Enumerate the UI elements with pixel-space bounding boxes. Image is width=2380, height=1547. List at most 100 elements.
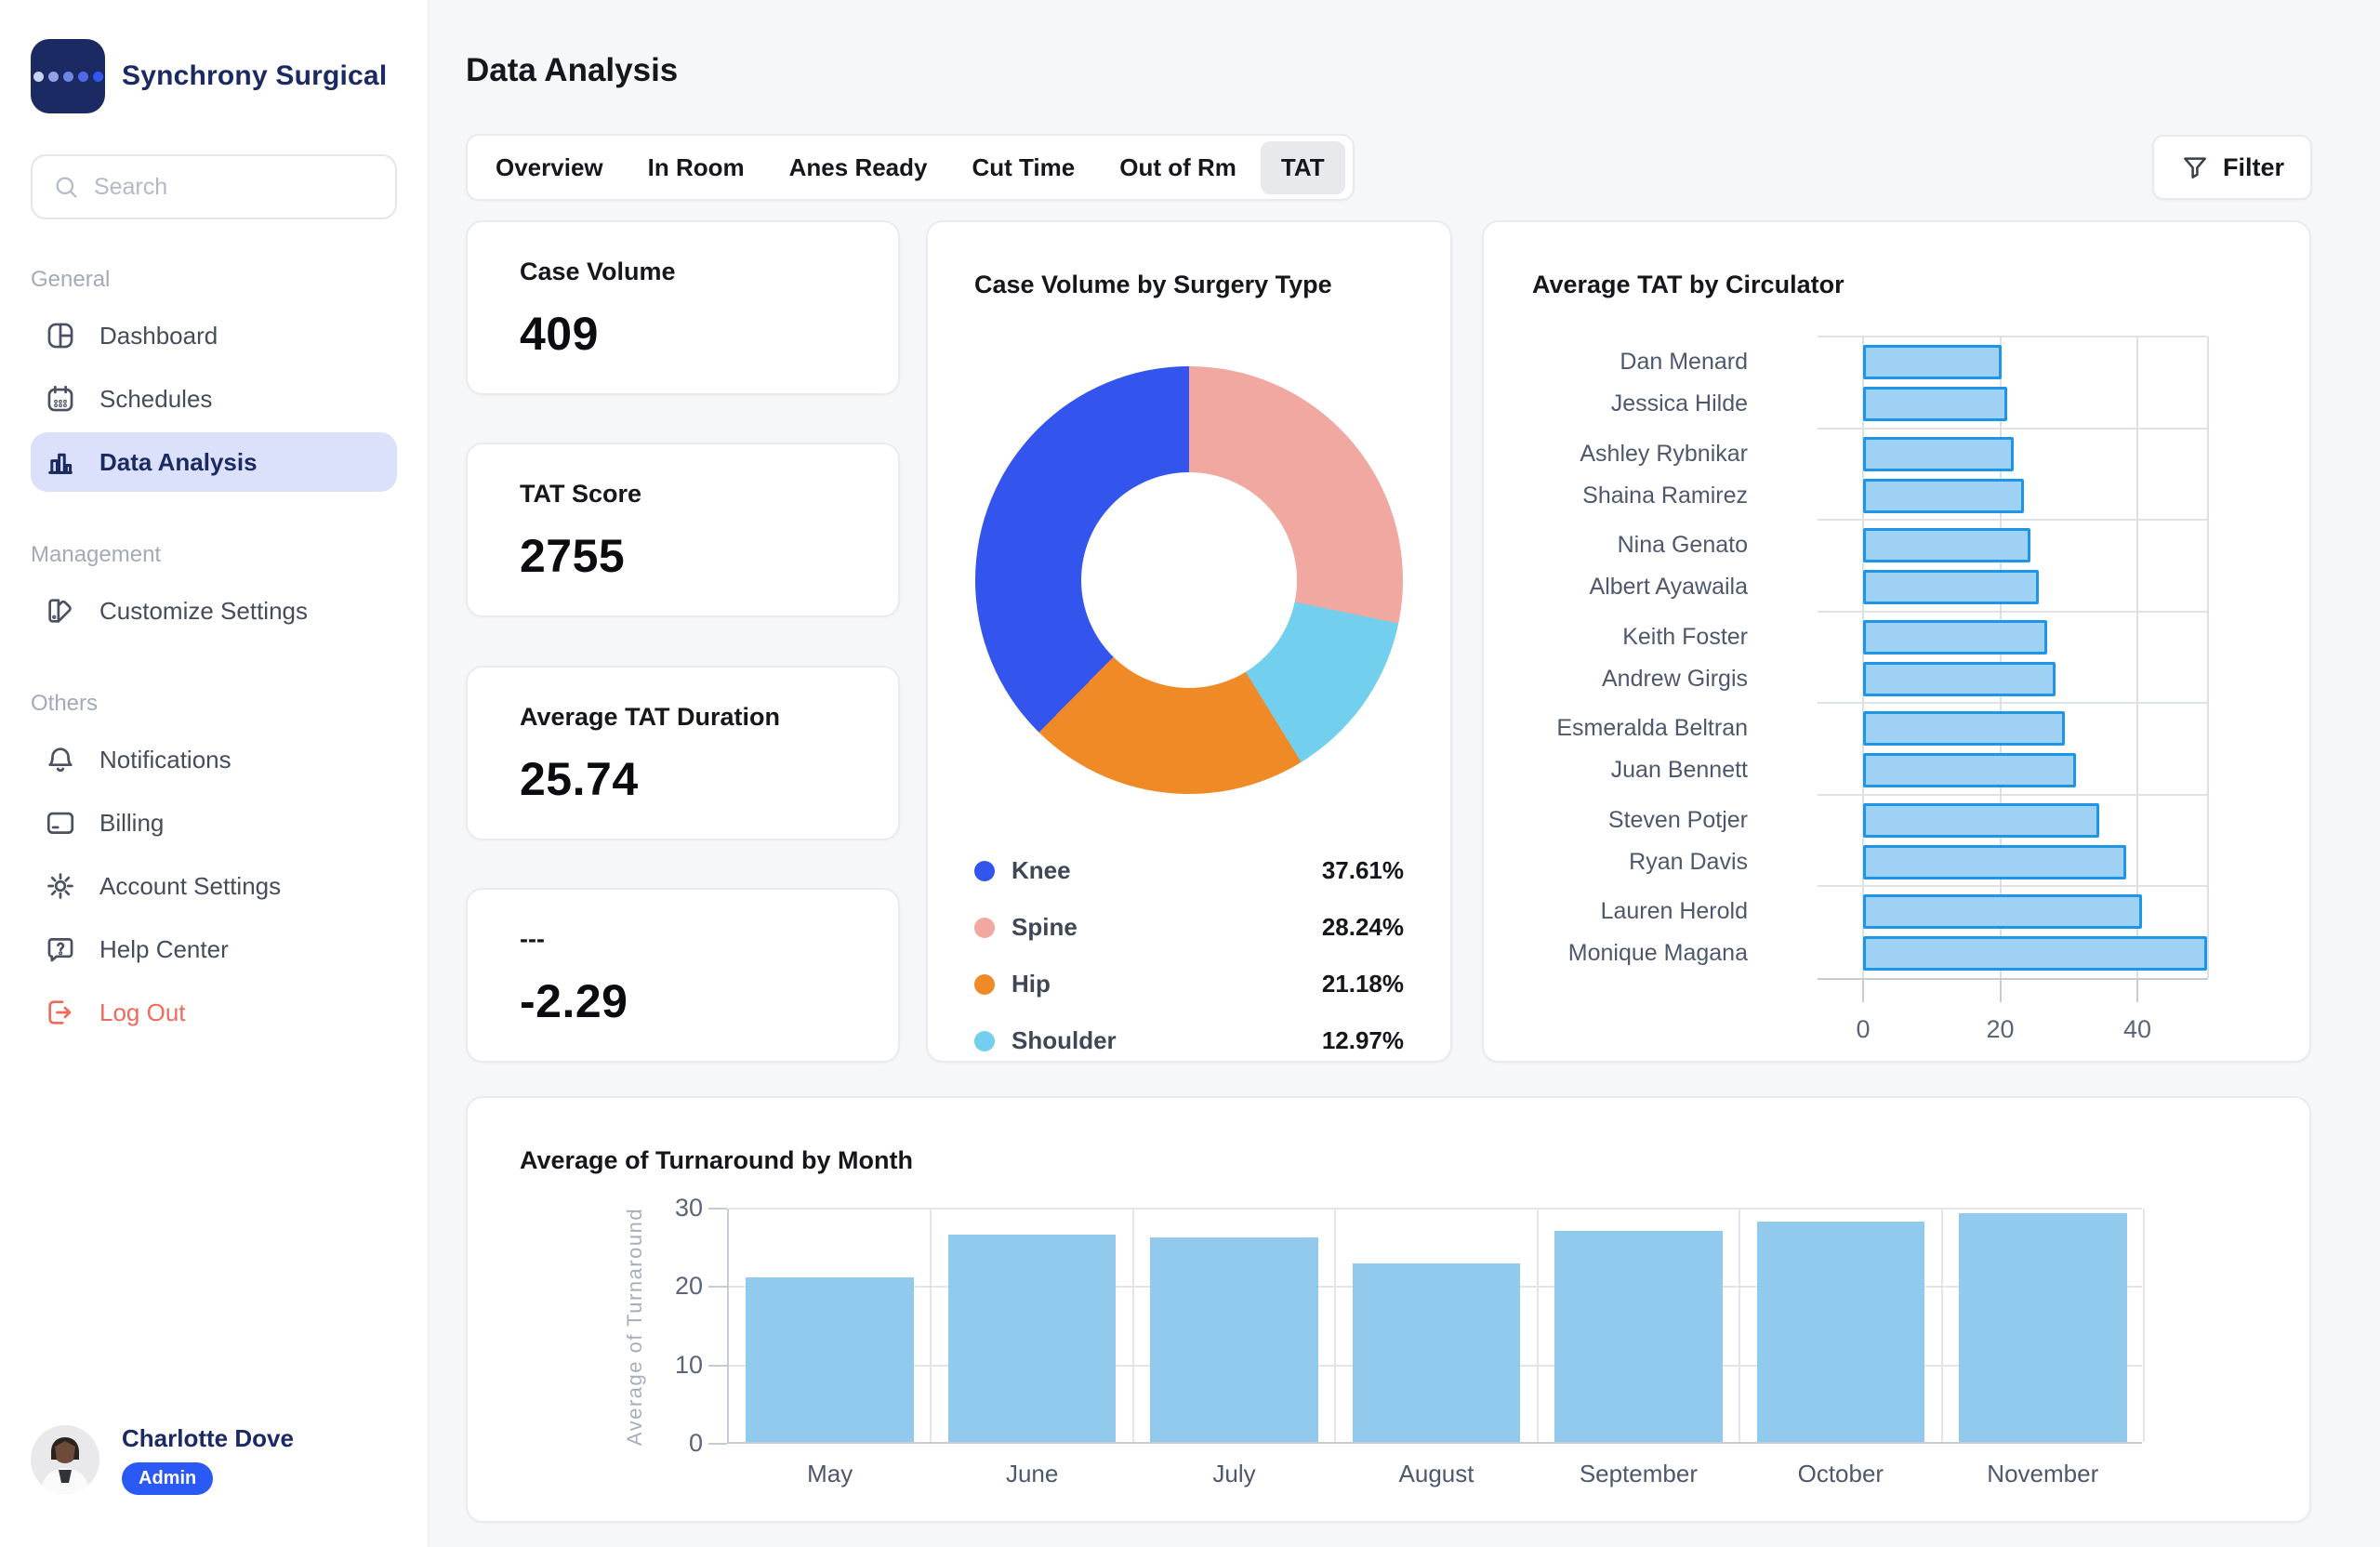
month-bar-september[interactable] xyxy=(1554,1231,1723,1442)
sidebar-search[interactable] xyxy=(31,154,397,219)
avatar[interactable] xyxy=(31,1425,99,1494)
tat-bar-dan-menard[interactable] xyxy=(1863,345,2002,379)
tat-bar-ryan-davis[interactable] xyxy=(1863,844,2127,879)
gridline xyxy=(930,1209,932,1442)
tab-out-of-rm[interactable]: Out of Rm xyxy=(1119,152,1236,181)
legend-value: 12.97% xyxy=(1321,1026,1404,1054)
sidebar-item-billing[interactable]: Billing xyxy=(31,793,397,853)
gridline xyxy=(1818,702,2208,705)
sidebar-item-label: Notifications xyxy=(99,745,231,774)
legend-value: 21.18% xyxy=(1321,970,1404,998)
category-label-september: September xyxy=(1579,1460,1698,1488)
legend-item-knee[interactable]: Knee 37.61% xyxy=(974,842,1404,899)
month-bar-august[interactable] xyxy=(1352,1263,1521,1442)
legend-item-left: Spine xyxy=(974,913,1078,942)
sidebar-item-notifications[interactable]: Notifications xyxy=(31,730,397,789)
legend-item-left: Hip xyxy=(974,970,1051,998)
kpi-label: Average TAT Duration xyxy=(520,702,781,731)
axis-tick xyxy=(708,1286,727,1289)
sidebar-item-label: Billing xyxy=(99,808,165,837)
legend-value: 28.24% xyxy=(1321,913,1404,941)
sidebar-item-account-settings[interactable]: Account Settings xyxy=(31,856,397,916)
kpi-card-tat-score: TAT Score 2755 xyxy=(466,443,900,618)
sidebar-item-help-center[interactable]: Help Center xyxy=(31,919,397,979)
kpi-card-average-tat-duration: Average TAT Duration 25.74 xyxy=(466,665,900,840)
x-tick-label: 0 xyxy=(1856,1015,1871,1043)
month-bar-november[interactable] xyxy=(1959,1212,2127,1442)
category-label-ashley-rybnikar: Ashley Rybnikar xyxy=(1580,440,1748,467)
category-label-july: July xyxy=(1212,1460,1256,1488)
sidebar-item-log-out[interactable]: Log Out xyxy=(31,983,397,1042)
tat-bar-nina-genato[interactable] xyxy=(1863,528,2030,563)
brand-name: Synchrony Surgical xyxy=(122,60,388,91)
kpi-column: Case Volume 409 TAT Score 2755 Average TAT D… xyxy=(466,220,900,1063)
tab-tat[interactable]: TAT xyxy=(1260,140,1345,194)
category-label-nina-genato: Nina Genato xyxy=(1617,532,1748,559)
sidebar-item-label: Dashboard xyxy=(99,321,218,350)
gridline xyxy=(1818,427,2208,430)
axis-tick xyxy=(708,1208,727,1210)
turnaround-by-month-plot: 0 10 20 30 May June July August September October… xyxy=(675,1194,2145,1488)
tat-bar-steven-potjer[interactable] xyxy=(1863,802,2100,838)
tat-bar-albert-ayawaila[interactable] xyxy=(1863,570,2039,605)
tat-bar-esmeralda-beltran[interactable] xyxy=(1863,711,2065,747)
funnel-icon xyxy=(2184,157,2206,178)
legend-dot xyxy=(974,1030,995,1051)
surgery-type-donut[interactable] xyxy=(975,366,1403,794)
y-tick-label: 20 xyxy=(674,1272,703,1301)
tab-anes-ready[interactable]: Anes Ready xyxy=(788,152,928,181)
month-bar-october[interactable] xyxy=(1756,1222,1925,1442)
tab-in-room[interactable]: In Room xyxy=(647,152,745,181)
tat-bar-keith-foster[interactable] xyxy=(1863,619,2048,654)
legend-item-shoulder[interactable]: Shoulder 12.97% xyxy=(974,1012,1404,1069)
month-bar-june[interactable] xyxy=(947,1234,1117,1442)
filter-button[interactable]: Filter xyxy=(2151,135,2312,200)
tat-bar-juan-bennett[interactable] xyxy=(1863,753,2077,788)
tat-bar-andrew-girgis[interactable] xyxy=(1863,661,2056,696)
y-axis-title: Average of Turnaround xyxy=(623,1207,647,1446)
x-tick-label: 20 xyxy=(1986,1015,2015,1043)
tat-bar-shaina-ramirez[interactable] xyxy=(1863,478,2024,513)
gridline xyxy=(1536,1209,1539,1442)
category-label-october: October xyxy=(1797,1460,1884,1488)
gridline xyxy=(1862,337,1864,978)
nav-section-label-management: Management xyxy=(31,542,162,567)
kpi-card-case-volume: Case Volume 409 xyxy=(466,220,900,395)
sidebar-item-customize-settings[interactable]: Customize Settings xyxy=(31,581,397,641)
kpi-value: 25.74 xyxy=(520,752,639,805)
kpi-label: TAT Score xyxy=(520,480,642,509)
sidebar-item-label: Schedules xyxy=(99,384,213,413)
axis-tick xyxy=(708,1364,727,1367)
sidebar-item-data-analysis[interactable]: Data Analysis xyxy=(31,432,397,492)
logo-dot xyxy=(47,71,59,82)
legend-label: Shoulder xyxy=(1012,1026,1117,1054)
legend-dot xyxy=(974,973,995,995)
category-label-june: June xyxy=(1005,1460,1059,1488)
tat-bar-monique-magana[interactable] xyxy=(1863,936,2208,972)
search-input[interactable] xyxy=(93,173,375,201)
tab-cut-time[interactable]: Cut Time xyxy=(972,152,1076,181)
tat-bar-jessica-hilde[interactable] xyxy=(1863,387,2007,421)
profile-info: Charlotte Dove Admin xyxy=(122,1424,294,1495)
profile[interactable]: Charlotte Dove Admin xyxy=(31,1424,294,1495)
role-badge: Admin xyxy=(122,1462,214,1495)
tab-overview[interactable]: Overview xyxy=(496,152,603,181)
sidebar-item-dashboard[interactable]: Dashboard xyxy=(31,306,397,365)
logo-dot xyxy=(33,71,44,82)
legend-item-hip[interactable]: Hip 21.18% xyxy=(974,956,1404,1012)
kpi-value: 409 xyxy=(520,308,599,360)
gridline xyxy=(1999,337,2002,978)
month-bar-july[interactable] xyxy=(1150,1236,1318,1442)
category-label-andrew-girgis: Andrew Girgis xyxy=(1602,665,1748,692)
tat-bar-lauren-herold[interactable] xyxy=(1863,894,2143,930)
category-label-lauren-herold: Lauren Herold xyxy=(1600,898,1748,925)
y-tick-label: 0 xyxy=(688,1429,703,1457)
turnaround-by-month-card: Average of Turnaround by Month Average o… xyxy=(466,1096,2311,1523)
category-label-juan-bennett: Juan Bennett xyxy=(1610,757,1748,784)
tat-bar-ashley-rybnikar[interactable] xyxy=(1863,436,2015,471)
sidebar-item-schedules[interactable]: Schedules xyxy=(31,369,397,429)
legend-item-spine[interactable]: Spine 28.24% xyxy=(974,899,1404,956)
y-tick-label: 30 xyxy=(674,1194,703,1222)
month-bar-may[interactable] xyxy=(746,1276,914,1442)
